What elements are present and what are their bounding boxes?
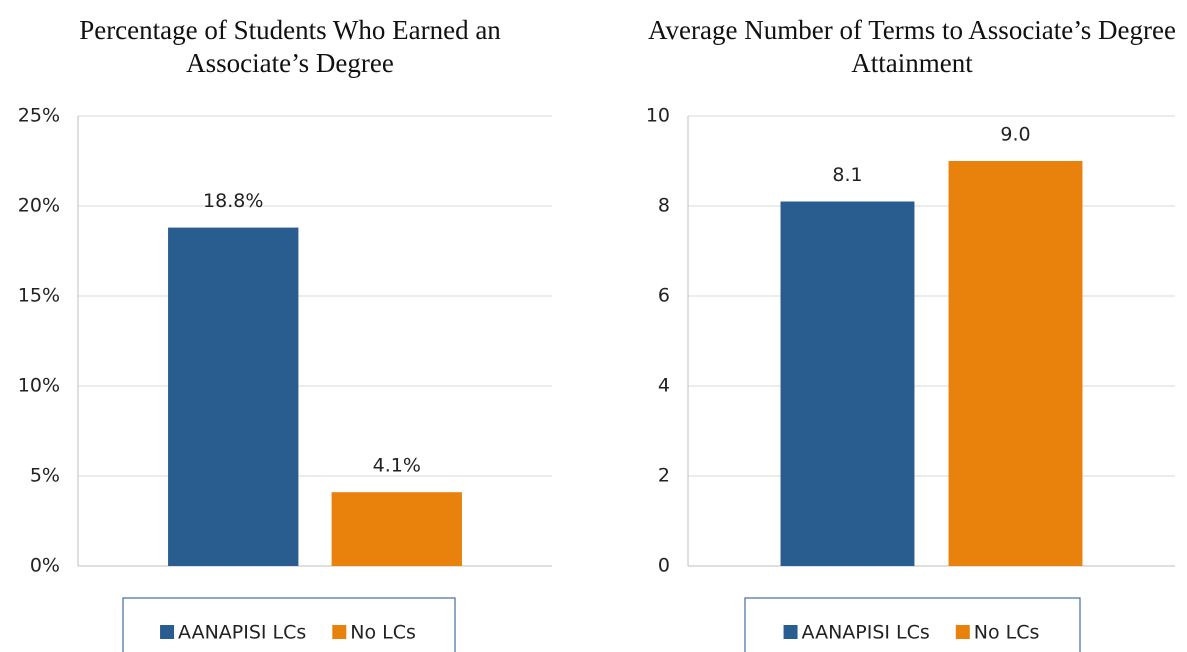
- legend-box: [122, 597, 456, 652]
- legend-swatch: [332, 625, 347, 639]
- y-tick-label: 15%: [18, 285, 60, 307]
- legend-swatch: [783, 625, 798, 639]
- bar: [780, 201, 915, 566]
- y-tick-label: 8: [658, 195, 670, 217]
- y-tick-label: 20%: [18, 195, 60, 217]
- y-tick-label: 0%: [30, 555, 60, 577]
- data-label: 4.1%: [373, 455, 421, 477]
- data-label: 18.8%: [203, 190, 263, 212]
- legend-label: No LCs: [974, 622, 1040, 644]
- legend-swatch: [160, 625, 175, 639]
- y-tick-label: 10%: [18, 375, 60, 397]
- y-tick-label: 10: [646, 105, 670, 127]
- bar: [168, 227, 299, 566]
- bar: [948, 161, 1083, 566]
- legend-swatch: [955, 625, 970, 639]
- data-label: 8.1: [832, 164, 862, 186]
- y-tick-label: 25%: [18, 105, 60, 127]
- y-tick-label: 5%: [30, 465, 60, 487]
- chart-title: Percentage of Students Who Earned an Ass…: [79, 15, 501, 78]
- y-tick-label: 2: [658, 465, 670, 487]
- chart-title: Average Number of Terms to Associate’s D…: [648, 15, 1176, 78]
- legend-label: AANAPISI LCs: [802, 622, 930, 644]
- legend-box: [744, 597, 1081, 652]
- legend-label: AANAPISI LCs: [178, 622, 306, 644]
- y-tick-label: 6: [658, 285, 670, 307]
- y-tick-label: 4: [658, 375, 670, 397]
- y-tick-label: 0: [658, 555, 670, 577]
- legend-label: No LCs: [350, 622, 416, 644]
- bar: [331, 492, 462, 566]
- data-label: 9.0: [1000, 124, 1030, 146]
